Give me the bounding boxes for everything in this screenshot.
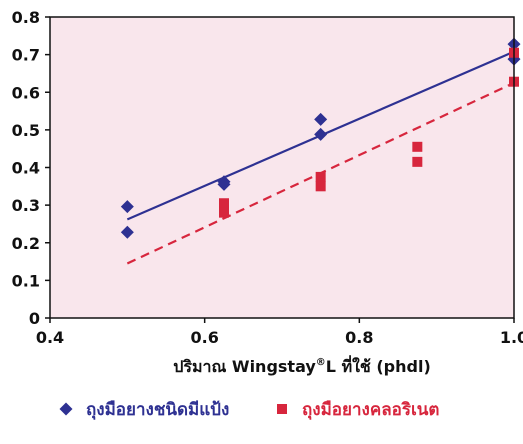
- y-tick-label: 0.3: [12, 196, 40, 215]
- y-tick-label: 0.1: [12, 271, 40, 290]
- y-tick-label: 0.6: [12, 83, 40, 102]
- y-tick-label: 0.2: [12, 234, 40, 253]
- legend-marker-series-2: [277, 404, 287, 414]
- y-axis: 0 0.1 0.2 0.3 0.4 0.5 0.6 0.7 0.8: [12, 8, 50, 328]
- data-point-series-2: [412, 141, 423, 152]
- plot-area: [50, 17, 514, 318]
- x-axis-title-sup: ®: [316, 357, 326, 368]
- y-tick-label: 0.4: [12, 159, 40, 178]
- data-point-series-2: [412, 156, 423, 167]
- x-axis: 0.4 0.6 0.8 1.0: [36, 318, 523, 347]
- legend-label-series-1: ถุงมือยางชนิดมีแป้ง: [86, 399, 229, 420]
- x-tick-label: 0.4: [36, 328, 64, 347]
- data-point-series-2: [315, 181, 326, 192]
- x-tick-label: 0.6: [190, 328, 218, 347]
- data-point-series-1: [314, 112, 328, 126]
- legend-label-series-2: ถุงมือยางคลอริเนต: [302, 399, 439, 420]
- data-point-series-1: [120, 225, 134, 239]
- data-point-series-2: [219, 198, 229, 209]
- x-axis-title-suffix: L ที่ใช้ (phdl): [326, 355, 431, 376]
- data-point-series-2: [315, 171, 326, 182]
- legend: ถุงมือยางชนิดมีแป้ง ถุงมือยางคลอริเนต: [59, 399, 439, 420]
- x-axis-title-prefix: ปริมาณ Wingstay: [173, 357, 316, 376]
- data-point-series-1: [217, 177, 231, 191]
- data-point-series-1: [120, 200, 134, 214]
- y-tick-label: 0.7: [12, 46, 40, 65]
- x-axis-title: ปริมาณ Wingstay®L ที่ใช้ (phdl): [173, 355, 431, 376]
- y-tick-label: 0: [29, 309, 40, 328]
- x-tick-label: 0.8: [345, 328, 373, 347]
- plot-frame: [49, 16, 515, 319]
- data-point-series-1: [314, 127, 328, 141]
- x-tick-label: 1.0: [500, 328, 523, 347]
- legend-marker-series-1: [59, 402, 73, 416]
- y-tick-label: 0.5: [12, 121, 40, 140]
- y-tick-label: 0.8: [12, 8, 40, 27]
- data-point-series-2: [219, 207, 229, 218]
